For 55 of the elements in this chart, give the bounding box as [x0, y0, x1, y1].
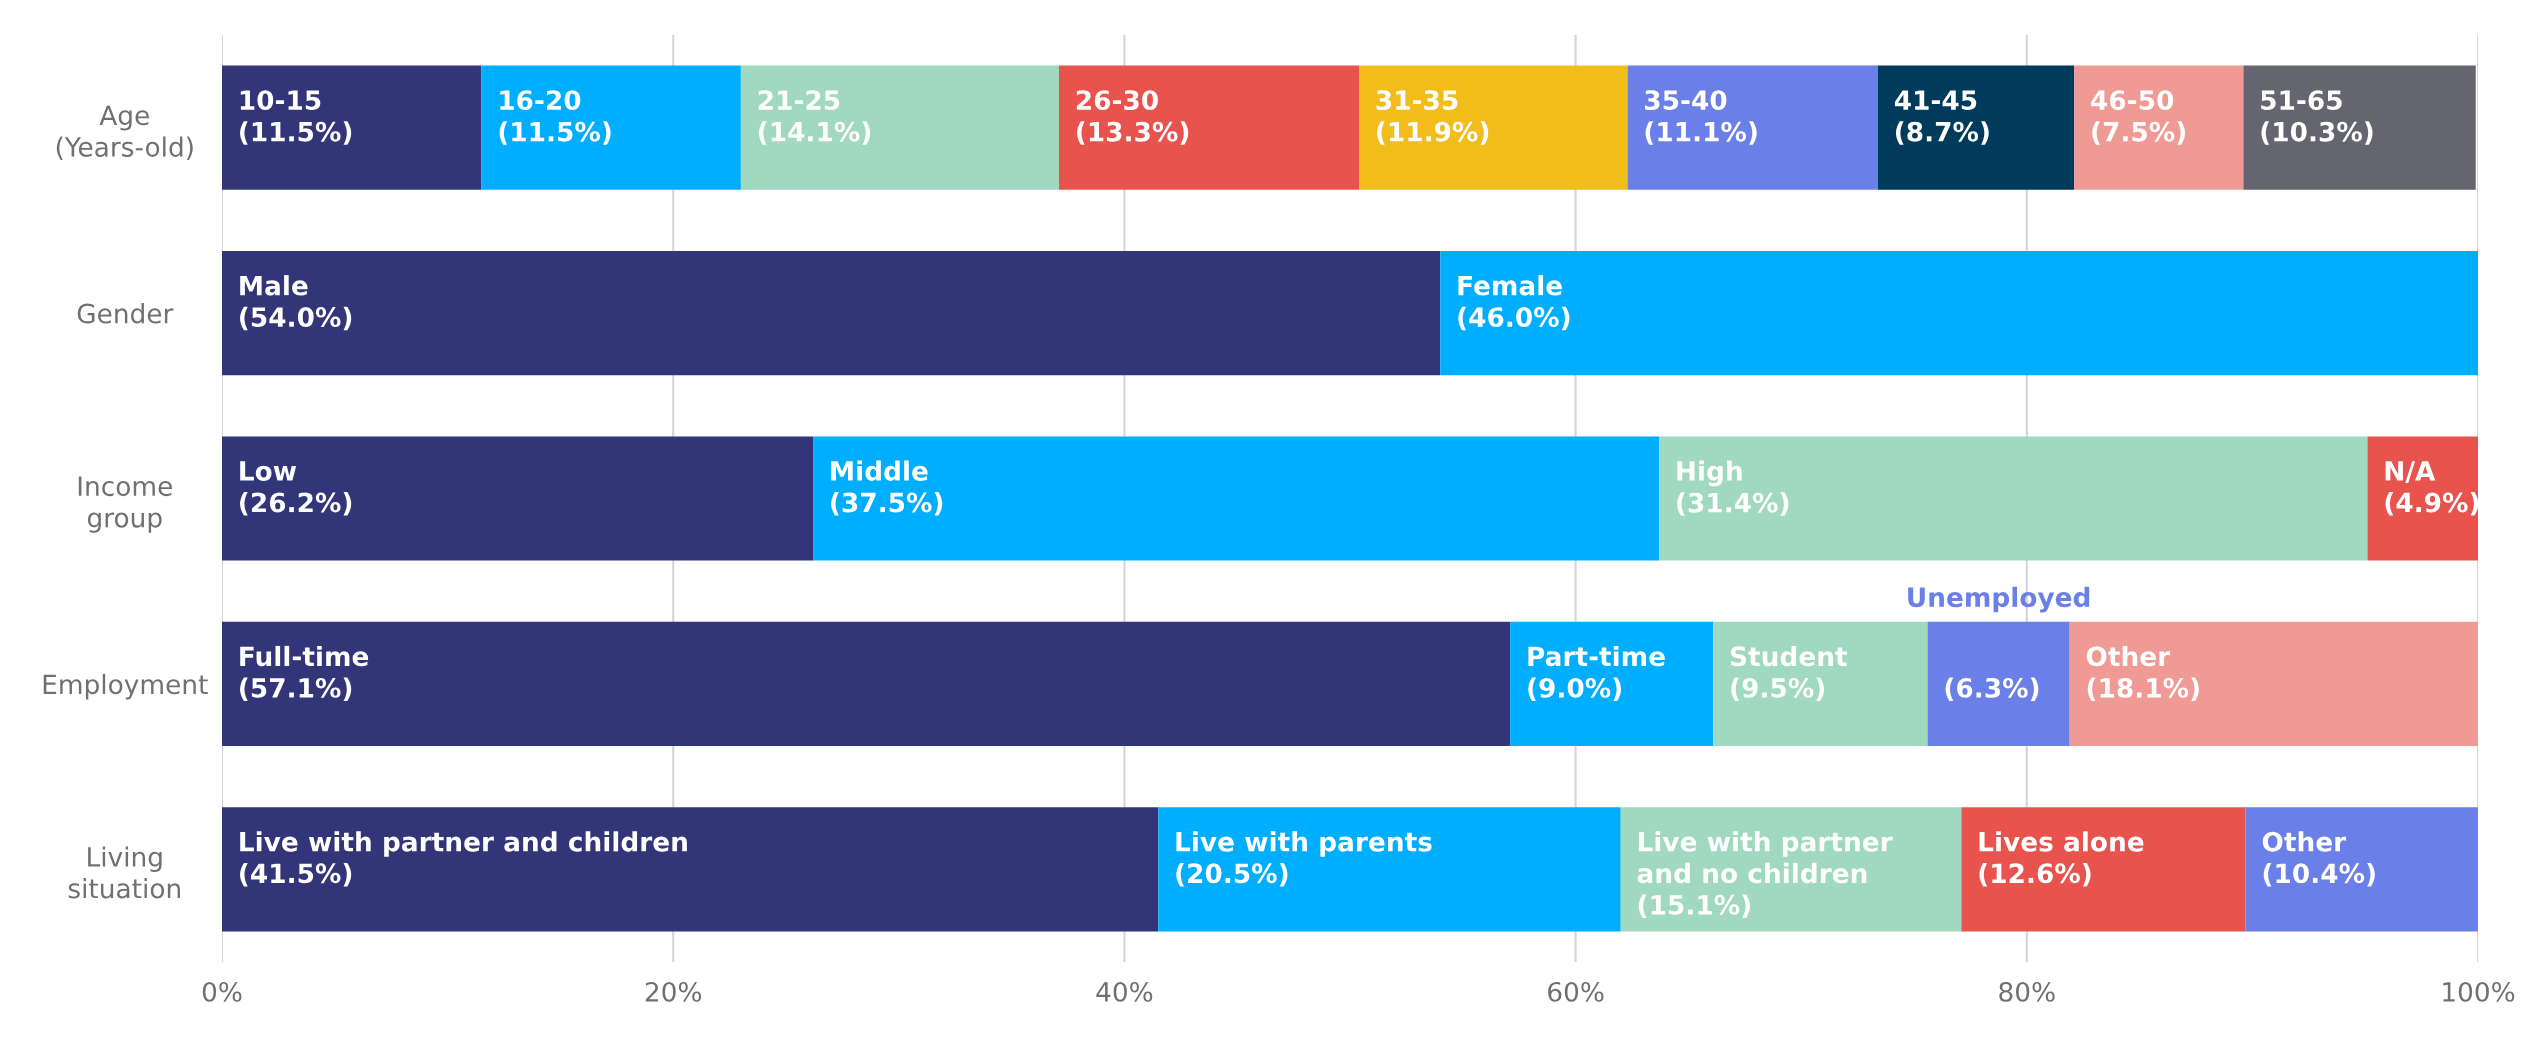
data-label: Other (10.4%)	[2262, 831, 2375, 887]
bar	[2074, 65, 2244, 190]
bar	[1627, 65, 1878, 190]
data-label: 16-20 (11.5%)	[499, 90, 611, 145]
bar	[222, 807, 1159, 932]
data-label: 35-40 (11.1%)	[1645, 90, 1757, 145]
bar	[2243, 65, 2476, 190]
bar	[740, 65, 1059, 190]
data-label: 51-65 (10.3%)	[2261, 90, 2373, 145]
data-label: N/A (4.9%)	[2385, 461, 2479, 516]
y-tick-label: Gender	[77, 303, 174, 324]
y-tick-label: Income group	[78, 476, 172, 533]
data-label: Live with parents (20.5%)	[1176, 831, 1432, 887]
x-tick-label: 100%	[2443, 981, 2515, 1002]
bar	[1961, 807, 2246, 932]
bar	[813, 436, 1660, 561]
data-label: 10-15 (11.5%)	[240, 90, 352, 145]
bar	[1158, 807, 1621, 932]
bar	[1058, 65, 1360, 190]
x-tick-label: 20%	[645, 981, 702, 1002]
data-label: Middle (37.5%)	[831, 460, 943, 516]
bar	[1659, 436, 2368, 561]
bar	[222, 65, 482, 190]
data-label: Live with partner and no children (15.1%)	[1637, 831, 1893, 918]
bar	[1510, 621, 1714, 747]
y-tick-label: Living situation	[68, 846, 180, 899]
data-label: Female (46.0%)	[1458, 275, 1570, 331]
data-label: 46-50 (7.5%)	[2091, 90, 2186, 145]
bar	[1877, 65, 2075, 190]
x-tick-label: 80%	[1999, 981, 2055, 1002]
data-label: Student (9.5%)	[1730, 645, 1847, 701]
bar	[2367, 436, 2478, 561]
data-label: 26-30 (13.3%)	[1076, 90, 1189, 145]
data-label: 41-45 (8.7%)	[1894, 90, 1989, 145]
y-tick-label: Employment	[43, 673, 208, 700]
x-tick-label: 40%	[1096, 981, 1153, 1002]
bar	[1359, 65, 1628, 190]
data-label: High (31.4%)	[1677, 460, 1789, 516]
bar	[222, 621, 1511, 747]
x-tick-label: 0%	[202, 981, 242, 1002]
data-label: 31-35 (11.9%)	[1376, 90, 1489, 145]
x-tick-label: 60%	[1548, 981, 1604, 1002]
bar	[1440, 250, 2478, 376]
data-label: Live with partner and children (41.5%)	[240, 831, 687, 887]
data-label: Low (26.2%)	[240, 461, 352, 516]
data-label: Part-time (9.0%)	[1528, 645, 1665, 701]
data-label: Lives alone (12.6%)	[1979, 831, 2144, 887]
bar	[222, 250, 1441, 376]
bar	[1713, 621, 1928, 747]
data-label: 21-25 (14.1%)	[758, 90, 871, 145]
bar	[481, 65, 741, 190]
bar	[222, 436, 814, 561]
data-label: Male (54.0%)	[240, 275, 352, 331]
data-label: Full-time (57.1%)	[240, 645, 369, 701]
y-tick-label: Age (Years-old)	[56, 105, 193, 160]
